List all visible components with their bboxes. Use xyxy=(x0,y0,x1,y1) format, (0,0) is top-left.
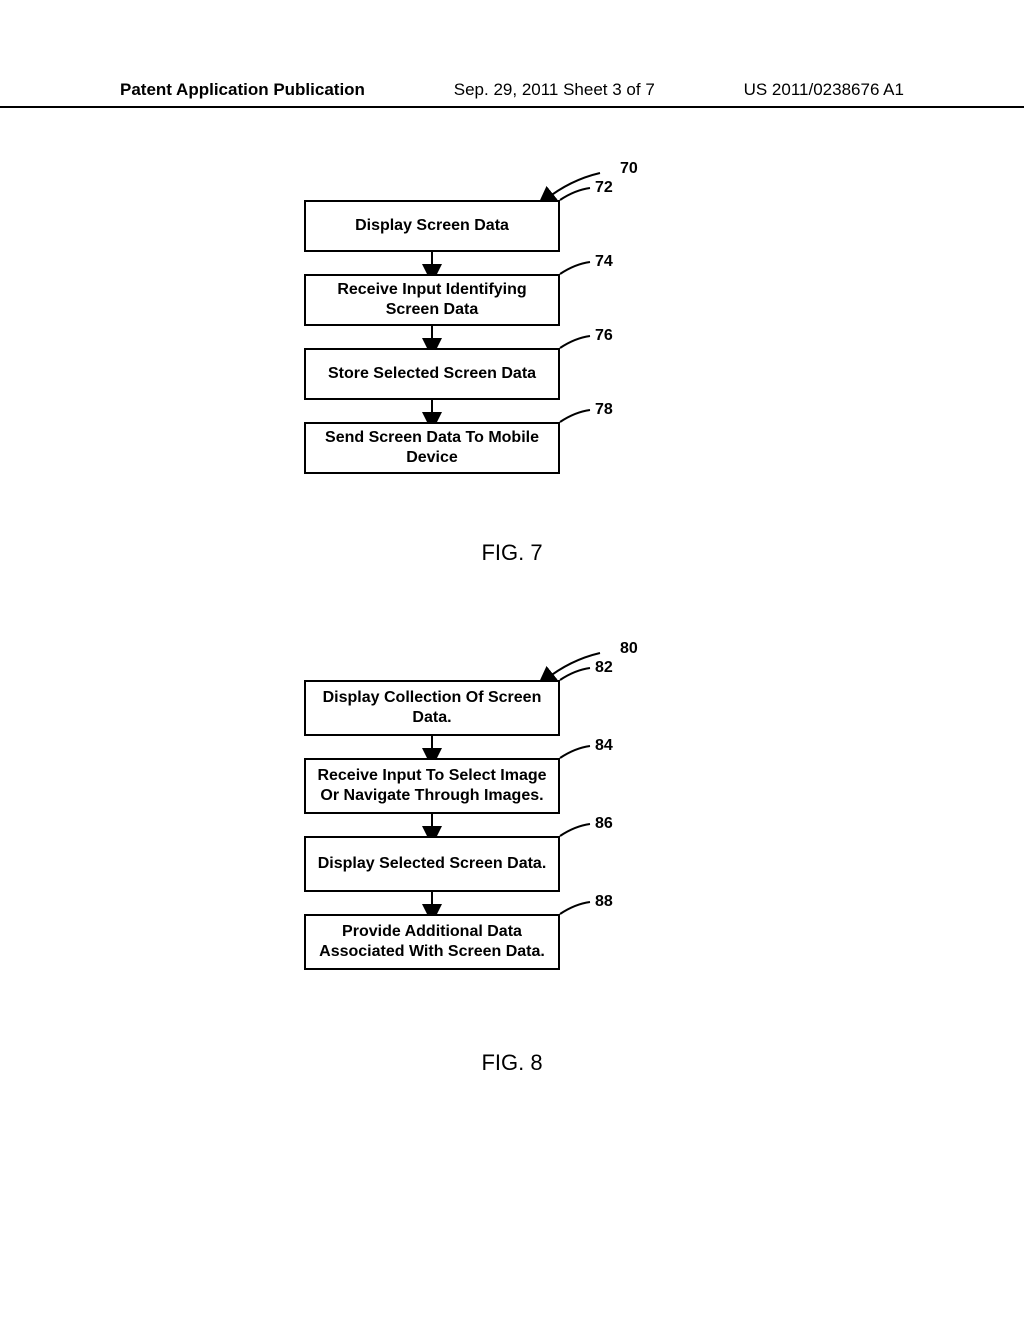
fig8-ref-leader-88 xyxy=(560,902,590,914)
fig8-box-84: Receive Input To Select ImageOr Navigate… xyxy=(304,758,560,814)
fig7-box-74: Receive Input IdentifyingScreen Data xyxy=(304,274,560,326)
fig8-ref-leader-82 xyxy=(560,668,590,680)
figure-8: 80 Display Collection Of ScreenData. 82 … xyxy=(0,635,1024,1135)
fig8-box-82-label: Display Collection Of ScreenData. xyxy=(323,688,542,728)
header-right: US 2011/0238676 A1 xyxy=(744,80,904,100)
fig7-box-72-label: Display Screen Data xyxy=(355,216,509,236)
header-mid: Sep. 29, 2011 Sheet 3 of 7 xyxy=(454,80,655,100)
fig8-ref-leader-86 xyxy=(560,824,590,836)
fig7-box-78: Send Screen Data To MobileDevice xyxy=(304,422,560,474)
fig8-group-ref: 80 xyxy=(620,640,638,658)
fig7-box-78-label: Send Screen Data To MobileDevice xyxy=(325,428,539,468)
header-left: Patent Application Publication xyxy=(120,80,365,100)
fig7-ref-leader-76 xyxy=(560,336,590,348)
fig7-box-76: Store Selected Screen Data xyxy=(304,348,560,400)
fig8-group-leader xyxy=(545,653,600,680)
fig8-box-88: Provide Additional DataAssociated With S… xyxy=(304,914,560,970)
fig8-box-84-label: Receive Input To Select ImageOr Navigate… xyxy=(317,766,546,806)
fig8-ref-84: 84 xyxy=(595,737,613,755)
page-header: Patent Application Publication Sep. 29, … xyxy=(0,80,1024,108)
fig7-canvas: 70 Display Screen Data 72 Receive Input … xyxy=(0,155,1024,585)
fig8-ref-82: 82 xyxy=(595,659,613,677)
fig7-group-leader xyxy=(545,173,600,200)
fig7-ref-74: 74 xyxy=(595,253,613,271)
fig7-box-74-label: Receive Input IdentifyingScreen Data xyxy=(337,280,526,320)
figure-7: 70 Display Screen Data 72 Receive Input … xyxy=(0,155,1024,585)
fig8-ref-leader-84 xyxy=(560,746,590,758)
fig7-ref-78: 78 xyxy=(595,401,613,419)
fig7-box-72: Display Screen Data xyxy=(304,200,560,252)
fig8-ref-88: 88 xyxy=(595,893,613,911)
fig7-ref-leader-72 xyxy=(560,188,590,200)
fig7-ref-72: 72 xyxy=(595,179,613,197)
header-row: Patent Application Publication Sep. 29, … xyxy=(0,80,1024,100)
fig7-caption: FIG. 7 xyxy=(0,540,1024,566)
fig7-ref-leader-78 xyxy=(560,410,590,422)
fig7-box-76-label: Store Selected Screen Data xyxy=(328,364,536,384)
fig7-ref-76: 76 xyxy=(595,327,613,345)
page: Patent Application Publication Sep. 29, … xyxy=(0,0,1024,1320)
fig8-box-86: Display Selected Screen Data. xyxy=(304,836,560,892)
fig8-box-82: Display Collection Of ScreenData. xyxy=(304,680,560,736)
fig8-box-86-label: Display Selected Screen Data. xyxy=(318,854,547,874)
fig8-canvas: 80 Display Collection Of ScreenData. 82 … xyxy=(0,635,1024,1135)
fig8-caption: FIG. 8 xyxy=(0,1050,1024,1076)
fig7-group-ref: 70 xyxy=(620,160,638,178)
fig8-box-88-label: Provide Additional DataAssociated With S… xyxy=(319,922,545,962)
fig8-ref-86: 86 xyxy=(595,815,613,833)
fig7-ref-leader-74 xyxy=(560,262,590,274)
